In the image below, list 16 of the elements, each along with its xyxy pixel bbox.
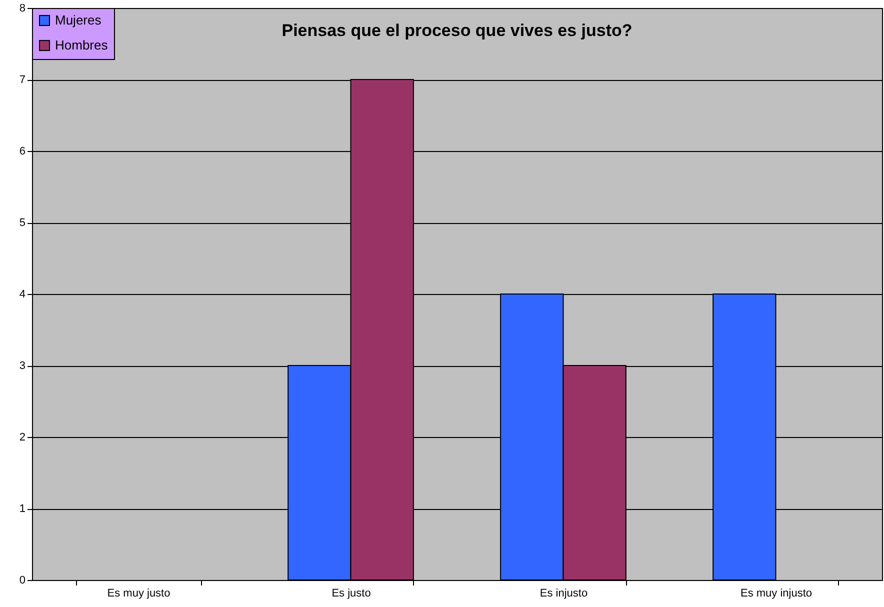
- x-tick-label: Es muy injusto: [740, 588, 812, 600]
- y-tick-label: 0: [19, 574, 26, 586]
- x-tick-label: Es muy justo: [107, 588, 170, 600]
- y-tick-label: 4: [19, 288, 26, 300]
- y-tick-label: 1: [19, 503, 26, 515]
- y-tick-label: 5: [19, 217, 26, 229]
- y-tick-label: 8: [19, 2, 26, 14]
- text: Piensas que el proceso que vives es justo?: [282, 21, 632, 40]
- legend-label: Mujeres: [55, 12, 102, 28]
- y-tick-label: 6: [19, 146, 26, 158]
- x-tick-label: Es injusto: [540, 588, 588, 600]
- y-tick-label: 3: [19, 360, 26, 372]
- y-tick-label: 7: [19, 74, 26, 86]
- x-tick-label: Es justo: [332, 588, 371, 600]
- y-tick-label: 2: [19, 432, 26, 444]
- legend-label: Hombres: [55, 38, 108, 52]
